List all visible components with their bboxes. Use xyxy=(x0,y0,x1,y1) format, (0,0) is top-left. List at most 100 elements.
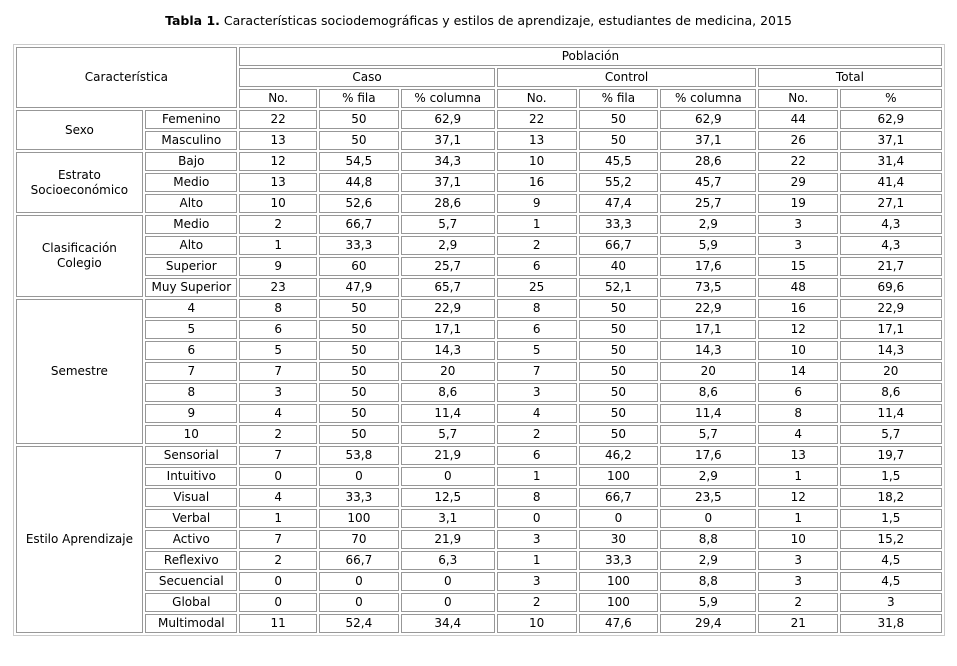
data-cell: 2,9 xyxy=(660,551,757,570)
row-label: Medio xyxy=(145,173,238,192)
data-cell: 37,1 xyxy=(400,173,495,192)
row-group-label: Estrato Socioeconómico xyxy=(15,152,144,213)
data-cell: 3 xyxy=(758,551,839,570)
data-cell: 52,4 xyxy=(319,614,399,633)
data-cell: 2,9 xyxy=(400,236,495,255)
data-cell: 1 xyxy=(496,215,577,234)
table-row: Superior 9 60 25,7 6 40 17,6 15 21,7 xyxy=(16,257,942,276)
data-cell: 3 xyxy=(496,383,577,402)
header-caso-no: No. xyxy=(239,89,318,108)
data-cell: 3 xyxy=(758,572,839,591)
data-cell: 4 xyxy=(239,488,318,507)
data-cell: 3 xyxy=(496,572,577,591)
header-caso-columna: % columna xyxy=(400,89,495,108)
data-cell: 33,3 xyxy=(578,215,659,234)
data-cell: 50 xyxy=(319,362,399,381)
data-cell: 34,4 xyxy=(400,614,495,633)
table-row: Verbal 1 100 3,1 0 0 0 1 1,5 xyxy=(16,509,942,528)
data-cell: 21,9 xyxy=(400,530,495,549)
data-cell: 50 xyxy=(578,362,659,381)
table-row: Muy Superior 23 47,9 65,7 25 52,1 73,5 48 69,6 xyxy=(16,278,942,297)
data-cell: 17,6 xyxy=(660,446,757,465)
data-cell: 28,6 xyxy=(660,152,757,171)
data-cell: 0 xyxy=(400,593,495,612)
data-cell: 10 xyxy=(758,341,839,360)
data-cell: 8 xyxy=(496,299,577,318)
data-cell: 47,4 xyxy=(578,194,659,213)
data-cell: 7 xyxy=(239,446,318,465)
data-cell: 4,3 xyxy=(840,236,942,255)
data-cell: 2 xyxy=(496,236,577,255)
data-cell: 52,6 xyxy=(319,194,399,213)
table-row: Clasificación Colegio Medio 2 66,7 5,7 1 33,3 2… xyxy=(15,215,942,297)
data-cell: 15 xyxy=(758,257,839,276)
row-group-label: Semestre xyxy=(15,299,144,444)
table-row: Secuencial 0 0 0 3 100 8,8 3 4,5 xyxy=(16,572,942,591)
data-cell: 55,2 xyxy=(578,173,659,192)
data-cell: 1 xyxy=(239,509,318,528)
data-cell: 0 xyxy=(496,509,577,528)
data-cell: 66,7 xyxy=(578,236,659,255)
row-label: Secuencial xyxy=(145,572,238,591)
header-total-pct: % xyxy=(840,89,942,108)
data-cell: 11,4 xyxy=(840,404,942,423)
data-cell: 3 xyxy=(239,383,318,402)
table-row: 7 7 50 20 7 50 20 14 20 xyxy=(16,362,942,381)
row-label: Visual xyxy=(145,488,238,507)
data-cell: 62,9 xyxy=(660,110,757,129)
data-cell: 5 xyxy=(239,341,318,360)
row-label: Verbal xyxy=(145,509,238,528)
header-caso: Caso xyxy=(239,68,495,87)
data-cell: 11,4 xyxy=(400,404,495,423)
data-cell: 66,7 xyxy=(319,215,399,234)
data-cell: 69,6 xyxy=(840,278,942,297)
row-label: Global xyxy=(145,593,238,612)
table-row: Semestre 4 8 50 22,9 8 50 22,9 16 22,9 xyxy=(15,299,942,444)
data-cell: 4 xyxy=(239,404,318,423)
data-cell: 12 xyxy=(758,488,839,507)
row-group-label: Clasificación Colegio xyxy=(15,215,144,297)
data-cell: 31,8 xyxy=(840,614,942,633)
data-cell: 50 xyxy=(578,425,659,444)
table-row: Global 0 0 0 2 100 5,9 2 3 xyxy=(16,593,942,612)
data-cell: 22 xyxy=(496,110,577,129)
data-cell: 29 xyxy=(758,173,839,192)
data-cell: 65,7 xyxy=(400,278,495,297)
data-cell: 50 xyxy=(319,383,399,402)
data-cell: 16 xyxy=(496,173,577,192)
data-cell: 17,6 xyxy=(660,257,757,276)
data-cell: 40 xyxy=(578,257,659,276)
row-label: 8 xyxy=(145,383,238,402)
data-cell: 0 xyxy=(578,509,659,528)
data-cell: 2 xyxy=(239,215,318,234)
data-cell: 5,7 xyxy=(660,425,757,444)
table-title: Tabla 1. Características sociodemográfic… xyxy=(0,13,957,29)
data-cell: 100 xyxy=(578,572,659,591)
data-cell: 25 xyxy=(496,278,577,297)
header-row-1: Característica Población xyxy=(15,47,942,108)
data-cell: 17,1 xyxy=(400,320,495,339)
data-cell: 5,9 xyxy=(660,593,757,612)
header-total-no: No. xyxy=(758,89,839,108)
data-cell: 0 xyxy=(319,572,399,591)
row-label: Superior xyxy=(145,257,238,276)
data-cell: 5,9 xyxy=(660,236,757,255)
data-cell: 5,7 xyxy=(400,215,495,234)
data-cell: 0 xyxy=(239,467,318,486)
table-title-text: Características sociodemográficas y esti… xyxy=(219,13,792,28)
table-row: 6 5 50 14,3 5 50 14,3 10 14,3 xyxy=(16,341,942,360)
data-cell: 45,5 xyxy=(578,152,659,171)
data-cell: 73,5 xyxy=(660,278,757,297)
data-cell: 23 xyxy=(239,278,318,297)
data-cell: 3,1 xyxy=(400,509,495,528)
data-cell: 13 xyxy=(239,131,318,150)
data-cell: 1 xyxy=(496,551,577,570)
data-cell: 29,4 xyxy=(660,614,757,633)
data-cell: 1 xyxy=(239,236,318,255)
row-label: Bajo xyxy=(145,152,238,171)
data-cell: 10 xyxy=(758,530,839,549)
row-label: Activo xyxy=(145,530,238,549)
data-cell: 1 xyxy=(758,509,839,528)
data-cell: 5,7 xyxy=(840,425,942,444)
